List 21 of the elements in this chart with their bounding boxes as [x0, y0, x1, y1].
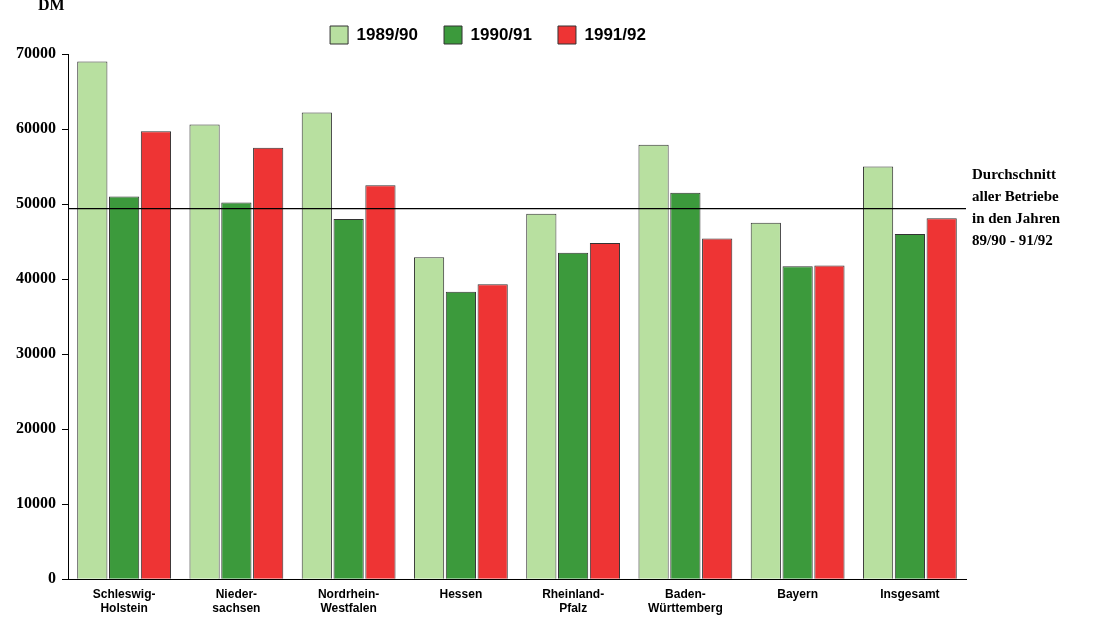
x-tick-label: Schleswig- Holstein: [92, 586, 156, 616]
y-tick-label: 30000: [16, 344, 56, 362]
x-tick-label: Nieder- sachsen: [212, 586, 261, 616]
legend-label: 1989/90: [356, 24, 419, 44]
y-tick-label: 60000: [16, 119, 56, 137]
x-tick-label: Bayern: [777, 586, 818, 601]
y-tick-label: 20000: [16, 419, 56, 437]
x-tick-label: Hessen: [439, 586, 483, 601]
y-tick-label: 50000: [16, 194, 56, 212]
x-tick-label: Baden- Württemberg: [648, 586, 723, 616]
x-tick-label: Insgesamt: [880, 586, 940, 601]
y-axis-title: DM: [38, 0, 65, 14]
y-tick-label: 10000: [16, 494, 56, 512]
legend-label: 1990/91: [470, 24, 532, 44]
y-tick-label: 0: [48, 569, 56, 587]
x-tick-label: Nordrhein- Westfalen: [317, 586, 380, 616]
x-tick-label: Rheinland- Pfalz: [542, 586, 605, 616]
y-tick-label: 70000: [16, 44, 56, 62]
y-tick-label: 40000: [16, 269, 56, 287]
ref-line-label: Durchschnitt aller Betriebe in den Jahren 89/90 - 91/92: [972, 166, 1061, 249]
legend-label: 1991/92: [584, 24, 646, 44]
